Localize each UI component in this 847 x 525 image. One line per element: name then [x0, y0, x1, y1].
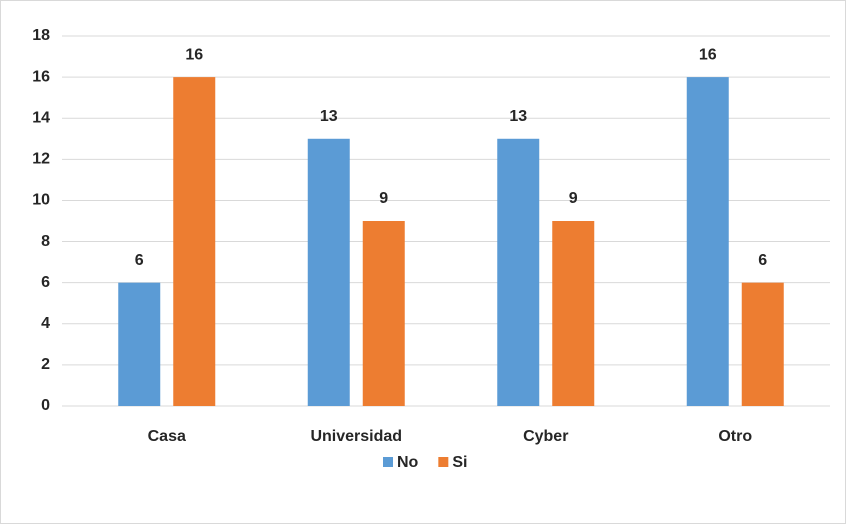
y-tick-label: 10 — [32, 192, 50, 209]
data-label: 13 — [509, 108, 527, 125]
x-tick-label: Cyber — [523, 428, 568, 445]
data-label: 6 — [758, 252, 767, 269]
bar — [552, 221, 595, 406]
legend-label: No — [397, 454, 419, 471]
legend-swatch — [438, 457, 449, 467]
bar — [307, 138, 350, 406]
bar — [497, 138, 540, 406]
y-tick-label: 16 — [32, 68, 50, 85]
x-tick-label: Otro — [718, 428, 752, 445]
x-tick-label: Universidad — [310, 428, 402, 445]
y-tick-label: 4 — [41, 315, 50, 332]
data-label: 13 — [320, 108, 338, 125]
y-tick-label: 8 — [41, 233, 50, 250]
y-tick-label: 6 — [41, 274, 50, 291]
legend-swatch — [383, 457, 393, 467]
y-tick-label: 18 — [32, 27, 50, 44]
data-label: 16 — [185, 46, 203, 63]
y-tick-label: 0 — [41, 397, 50, 414]
legend-label: Si — [452, 454, 467, 471]
data-label: 16 — [699, 46, 717, 63]
y-tick-label: 2 — [41, 356, 50, 373]
data-label: 9 — [379, 190, 388, 207]
bar — [173, 77, 216, 406]
y-tick-label: 14 — [32, 109, 50, 126]
x-tick-label: Casa — [148, 428, 186, 445]
bar — [362, 221, 405, 406]
data-label: 6 — [135, 252, 144, 269]
y-tick-label: 12 — [32, 151, 50, 168]
bar — [686, 77, 729, 406]
data-label: 9 — [569, 190, 578, 207]
bar — [741, 282, 784, 406]
bar — [118, 282, 161, 406]
